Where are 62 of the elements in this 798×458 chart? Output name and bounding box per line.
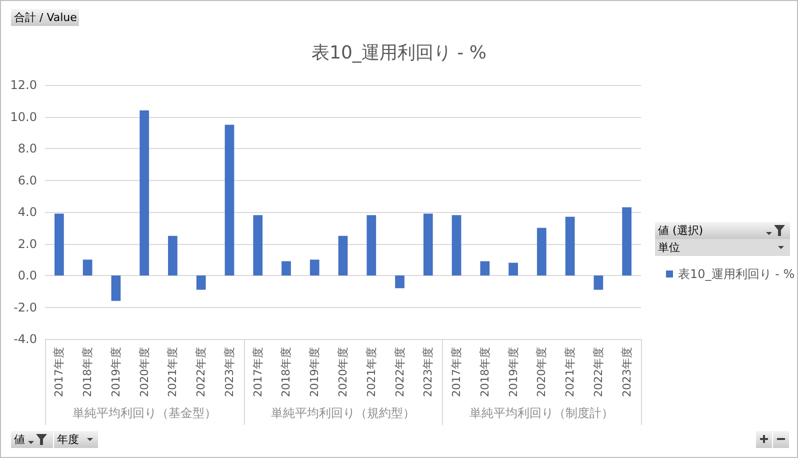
x-tick-label: 2022年度	[194, 347, 208, 397]
y-tick-label: 2.0	[18, 236, 37, 251]
text: 単純平均利回り（基金型）	[72, 406, 216, 420]
bar	[253, 215, 263, 276]
x-tick-label: 2018年度	[81, 347, 94, 397]
x-tick-label: 2021年度	[166, 347, 180, 397]
x-tick-label: 2017年度	[251, 347, 264, 397]
bar	[196, 276, 206, 290]
bar	[140, 110, 150, 276]
x-tick-label: 2022年度	[592, 347, 605, 397]
legend-label: 表10_運用利回り - %	[678, 267, 795, 281]
chart-title: 表10_運用利回り - %	[312, 42, 486, 64]
bar	[310, 260, 320, 276]
x-tick-label: 2017年度	[52, 347, 66, 397]
x-tick-label: 2020年度	[336, 347, 350, 397]
bar	[452, 215, 462, 276]
y-tick-label: -4.0	[14, 332, 37, 346]
bar	[395, 276, 404, 288]
bar	[536, 228, 546, 276]
bar	[565, 216, 575, 276]
y-tick-label: 6.0	[18, 173, 37, 188]
bar	[622, 207, 632, 276]
bar	[480, 261, 490, 276]
x-tick-label: 2018年度	[280, 347, 293, 397]
x-tick-label: 2023年度	[422, 347, 435, 397]
x-tick-label: 2017年度	[450, 347, 464, 397]
field-button: 値	[11, 431, 53, 448]
bar	[338, 236, 348, 276]
y-tick-label: 10.0	[10, 110, 37, 124]
bar	[508, 262, 518, 276]
bar	[224, 124, 234, 276]
y-tick-label: 12.0	[10, 78, 37, 92]
x-tick-label: 2021年度	[564, 347, 577, 397]
field-button: 年度	[54, 431, 98, 448]
x-tick-label: 2020年度	[535, 347, 548, 397]
bar	[366, 215, 376, 276]
x-tick-label: 2019年度	[506, 347, 520, 397]
x-tick-label: 2022年度	[393, 347, 406, 397]
bar	[82, 260, 92, 276]
y-tick-label: 0.0	[18, 268, 37, 282]
x-tick-label: 2019年度	[109, 347, 122, 397]
x-tick-label: 2023年度	[620, 347, 634, 397]
x-tick-label: 2021年度	[364, 347, 378, 397]
field-button: 値 (選択)	[655, 222, 790, 239]
y-tick-label: 4.0	[18, 205, 37, 219]
x-tick-label: 2018年度	[478, 347, 492, 397]
y-tick-label: -2.0	[14, 300, 37, 314]
bar	[282, 261, 291, 276]
bar	[594, 276, 604, 290]
bar	[168, 236, 178, 276]
text: 単純平均利回り（制度計）	[470, 406, 614, 420]
y-tick-label: 8.0	[18, 142, 37, 156]
legend-title: 単位	[658, 240, 680, 256]
text: 単純平均利回り（規約型）	[271, 406, 415, 420]
field-button: 合計 / Value	[11, 9, 79, 26]
x-tick-label: 2019年度	[308, 347, 322, 397]
field-button: 単位	[655, 239, 790, 256]
x-tick-label: 2023年度	[222, 347, 236, 397]
bar	[54, 214, 64, 276]
bar	[111, 276, 121, 301]
bar	[423, 214, 433, 276]
x-tick-label: 2020年度	[138, 347, 151, 397]
